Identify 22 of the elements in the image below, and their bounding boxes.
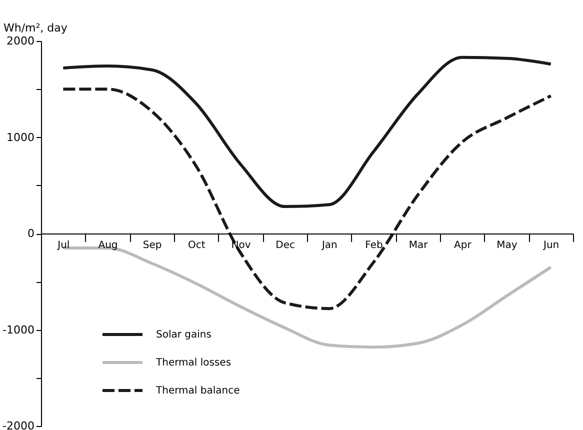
x-tick-label: Aug bbox=[98, 240, 118, 251]
legend-label: Solar gains bbox=[156, 330, 212, 340]
x-tick-label: Nov bbox=[231, 240, 251, 251]
legend-label: Thermal balance bbox=[155, 386, 240, 396]
x-tick-label: Jun bbox=[542, 240, 560, 251]
y-tick-label: -1000 bbox=[2, 323, 34, 336]
line-series bbox=[62, 56, 552, 208]
x-tick-label: Feb bbox=[365, 240, 383, 251]
x-tick-label: Oct bbox=[188, 240, 206, 251]
x-tick-label: Jan bbox=[320, 240, 338, 251]
y-tick-label: 1000 bbox=[6, 130, 34, 144]
y-tick-label: 0 bbox=[28, 227, 34, 240]
y-tick-label: 2000 bbox=[6, 34, 34, 48]
legend-label: Thermal losses bbox=[155, 358, 232, 368]
x-tick-label: Apr bbox=[454, 240, 472, 251]
x-tick-label: Jul bbox=[56, 240, 70, 251]
x-tick-label: Dec bbox=[276, 240, 296, 251]
x-tick-label: Sep bbox=[142, 240, 162, 251]
y-axis-title: Wh/m², day bbox=[4, 22, 68, 34]
x-tick-label: Mar bbox=[408, 240, 429, 251]
x-tick-label: May bbox=[496, 240, 518, 251]
y-tick-label: -2000 bbox=[2, 420, 34, 430]
